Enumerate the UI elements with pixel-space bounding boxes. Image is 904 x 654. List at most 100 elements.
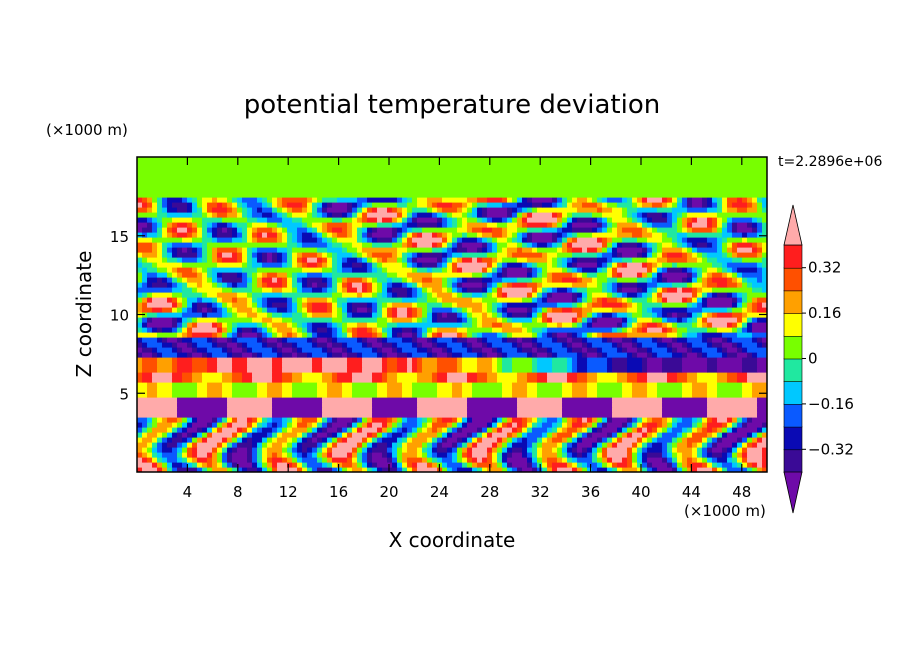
heatmap-cell bbox=[207, 357, 218, 363]
heatmap-cell bbox=[177, 332, 183, 338]
heatmap-cell bbox=[272, 252, 278, 258]
heatmap-cell bbox=[667, 442, 673, 448]
heatmap-cell bbox=[362, 427, 378, 433]
heatmap-cell bbox=[197, 432, 203, 438]
heatmap-cell bbox=[157, 242, 163, 248]
heatmap-cell bbox=[652, 267, 658, 273]
heatmap-cell bbox=[177, 252, 198, 258]
heatmap-cell bbox=[692, 312, 698, 318]
heatmap-cell bbox=[417, 297, 428, 303]
heatmap-cell bbox=[222, 457, 228, 463]
heatmap-cell bbox=[507, 217, 513, 223]
heatmap-cell bbox=[137, 167, 767, 173]
heatmap-cell bbox=[607, 277, 618, 283]
heatmap-cell bbox=[397, 452, 403, 458]
heatmap-cell bbox=[567, 357, 573, 363]
heatmap-cell bbox=[202, 272, 208, 278]
heatmap-cell bbox=[527, 437, 538, 443]
heatmap-cell bbox=[517, 342, 523, 348]
heatmap-cell bbox=[197, 257, 203, 263]
heatmap-cell bbox=[502, 282, 508, 288]
heatmap-cell bbox=[567, 422, 573, 428]
heatmap-cell bbox=[282, 452, 288, 458]
heatmap-cell bbox=[137, 207, 148, 213]
heatmap-cell bbox=[147, 417, 153, 423]
heatmap-cell bbox=[407, 252, 413, 258]
heatmap-cell bbox=[412, 432, 418, 438]
heatmap-cell bbox=[352, 417, 358, 423]
heatmap-cell bbox=[677, 332, 683, 338]
heatmap-cell bbox=[557, 212, 563, 218]
heatmap-cell bbox=[597, 447, 603, 453]
heatmap-cell bbox=[472, 437, 478, 443]
heatmap-cell bbox=[447, 452, 453, 458]
heatmap-cell bbox=[657, 267, 663, 273]
heatmap-cell bbox=[762, 217, 767, 223]
heatmap-cell bbox=[262, 452, 268, 458]
heatmap-cell bbox=[222, 322, 228, 328]
heatmap-cell bbox=[477, 457, 483, 463]
heatmap-cell bbox=[687, 222, 693, 228]
heatmap-cell bbox=[172, 347, 178, 353]
heatmap-cell bbox=[457, 317, 463, 323]
heatmap-cell bbox=[272, 462, 278, 468]
colorbar-bin bbox=[783, 312, 803, 337]
heatmap-cell bbox=[722, 247, 728, 253]
heatmap-cell bbox=[702, 352, 708, 358]
heatmap-cell bbox=[742, 422, 748, 428]
heatmap-cell bbox=[207, 302, 213, 308]
heatmap-cell bbox=[527, 232, 533, 238]
heatmap-cell bbox=[462, 277, 468, 283]
heatmap-cell bbox=[307, 312, 313, 318]
heatmap-cell bbox=[232, 322, 238, 328]
heatmap-cell bbox=[207, 227, 213, 233]
heatmap-cell bbox=[137, 317, 143, 323]
heatmap-cell bbox=[257, 417, 263, 423]
heatmap-cell bbox=[567, 232, 573, 238]
heatmap-cell bbox=[737, 422, 743, 428]
heatmap-cell bbox=[327, 457, 333, 463]
heatmap-cell bbox=[542, 282, 573, 288]
heatmap-cell bbox=[692, 297, 698, 303]
heatmap-cell bbox=[632, 257, 648, 263]
heatmap-cell bbox=[582, 462, 588, 468]
heatmap-cell bbox=[732, 202, 748, 208]
heatmap-cell bbox=[282, 317, 293, 323]
heatmap-cell bbox=[287, 252, 293, 258]
heatmap-cell bbox=[152, 307, 163, 313]
heatmap-cell bbox=[272, 357, 283, 363]
heatmap-cell bbox=[392, 317, 413, 323]
heatmap-cell bbox=[182, 452, 188, 458]
heatmap-cell bbox=[292, 322, 298, 328]
heatmap-cell bbox=[362, 352, 378, 358]
heatmap-cell bbox=[237, 257, 243, 263]
heatmap-cell bbox=[727, 337, 733, 343]
heatmap-cell bbox=[452, 307, 458, 313]
heatmap-cell bbox=[187, 417, 193, 423]
heatmap-cell bbox=[152, 447, 158, 453]
heatmap-cell bbox=[392, 432, 403, 438]
heatmap-cell bbox=[227, 327, 233, 333]
heatmap-cell bbox=[642, 252, 648, 258]
heatmap-cell bbox=[547, 252, 558, 258]
heatmap-cell bbox=[142, 297, 148, 303]
heatmap-cell bbox=[732, 337, 753, 343]
heatmap-cell bbox=[337, 257, 343, 263]
heatmap-cell bbox=[422, 362, 438, 368]
heatmap-cell bbox=[137, 352, 143, 358]
heatmap-cell bbox=[262, 467, 268, 472]
heatmap-cell bbox=[577, 377, 588, 383]
heatmap-cell bbox=[327, 462, 333, 468]
heatmap-cell bbox=[452, 202, 463, 208]
heatmap-cell bbox=[677, 242, 683, 248]
heatmap-cell bbox=[477, 377, 488, 383]
heatmap-cell bbox=[722, 347, 728, 353]
heatmap-cell bbox=[202, 247, 208, 253]
heatmap-cell bbox=[747, 347, 767, 353]
heatmap-cell bbox=[492, 452, 498, 458]
heatmap-cell bbox=[207, 427, 213, 433]
heatmap-cell bbox=[687, 237, 708, 243]
heatmap-cell bbox=[532, 452, 538, 458]
heatmap-cell bbox=[332, 297, 338, 303]
heatmap-cell bbox=[227, 197, 233, 203]
